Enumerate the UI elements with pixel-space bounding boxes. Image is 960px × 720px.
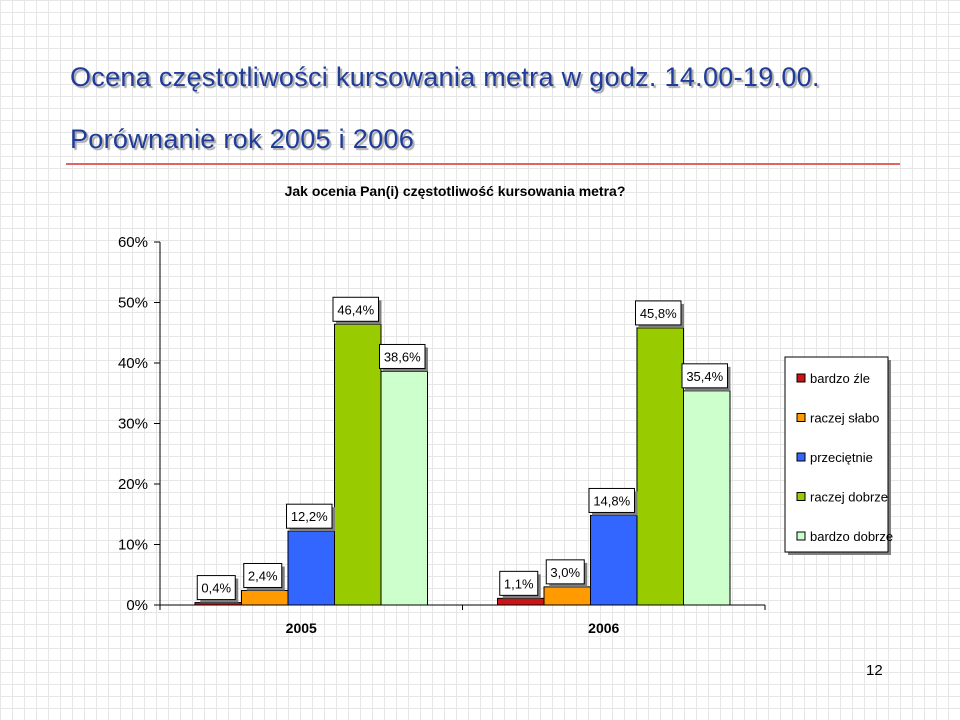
- y-axis: 0% 10% 20% 30% 40% 50% 60% 2005 2006: [118, 234, 766, 636]
- bar: [497, 597, 545, 606]
- data-label: 12,2%: [291, 509, 328, 524]
- data-label-box: [588, 487, 635, 513]
- y-tick-label: 30%: [118, 416, 148, 433]
- title-divider: [66, 163, 900, 165]
- data-labels: 0,4% 2,4% 12,2% 46,4% 38,6% 1,1% 3,0% 14,8% 45,8…: [196, 296, 731, 603]
- chart-title: Jak ocenia Pan(i) częstotliwość kursowan…: [285, 183, 626, 199]
- legend: bardzo źle raczej słabo przeciętnie raczej …: [784, 356, 893, 555]
- bar: [636, 327, 684, 606]
- legend-swatch: [796, 452, 806, 462]
- bar: [683, 390, 731, 606]
- data-label-box: [545, 559, 585, 585]
- data-label-box: [635, 300, 682, 326]
- bar: [194, 602, 242, 606]
- legend-swatch: [796, 531, 806, 541]
- data-label-box: [196, 575, 236, 601]
- bar: [287, 530, 335, 606]
- bar: [241, 589, 289, 606]
- bar: [334, 323, 382, 606]
- bar: [590, 514, 638, 606]
- legend-label: raczej słabo: [810, 411, 879, 426]
- legend-label: raczej dobrze: [810, 490, 888, 505]
- data-label: 46,4%: [337, 302, 374, 317]
- legend-label: przeciętnie: [810, 450, 873, 465]
- data-label-box: [499, 570, 539, 596]
- y-tick-label: 50%: [118, 295, 148, 312]
- y-tick-label: 20%: [118, 476, 148, 493]
- data-label: 3,0%: [550, 565, 580, 580]
- legend-label: bardzo dobrze: [810, 529, 893, 544]
- data-label-box: [332, 296, 379, 322]
- data-label-box: [243, 562, 283, 588]
- data-label: 14,8%: [593, 493, 630, 508]
- slide-title: Ocena częstotliwości kursowania metra w …: [70, 62, 820, 92]
- data-label: 2,4%: [248, 568, 278, 583]
- legend-swatch: [796, 413, 806, 422]
- bar-plot: [194, 323, 731, 606]
- x-category-label: 2006: [588, 620, 619, 636]
- slide-subtitle: Porównanie rok 2005 i 2006: [70, 124, 415, 154]
- data-label: 35,4%: [686, 369, 723, 384]
- y-tick-label: 10%: [118, 537, 148, 554]
- bar: [380, 370, 428, 606]
- data-label-box: [379, 343, 426, 369]
- data-label-box: [286, 503, 333, 529]
- legend-swatch: [796, 492, 806, 501]
- page-number: 12: [866, 662, 883, 679]
- data-label: 38,6%: [384, 349, 421, 364]
- y-tick-label: 60%: [118, 234, 148, 251]
- data-label: 1,1%: [504, 576, 534, 591]
- y-tick-label: 40%: [118, 355, 148, 372]
- data-label: 0,4%: [201, 581, 231, 596]
- y-tick-label: 0%: [126, 597, 148, 614]
- x-category-label: 2005: [286, 620, 317, 636]
- legend-label: bardzo źle: [810, 371, 870, 386]
- legend-swatch: [796, 373, 806, 383]
- data-label: 45,8%: [640, 306, 677, 321]
- data-label-box: [681, 363, 728, 389]
- bar: [543, 586, 591, 606]
